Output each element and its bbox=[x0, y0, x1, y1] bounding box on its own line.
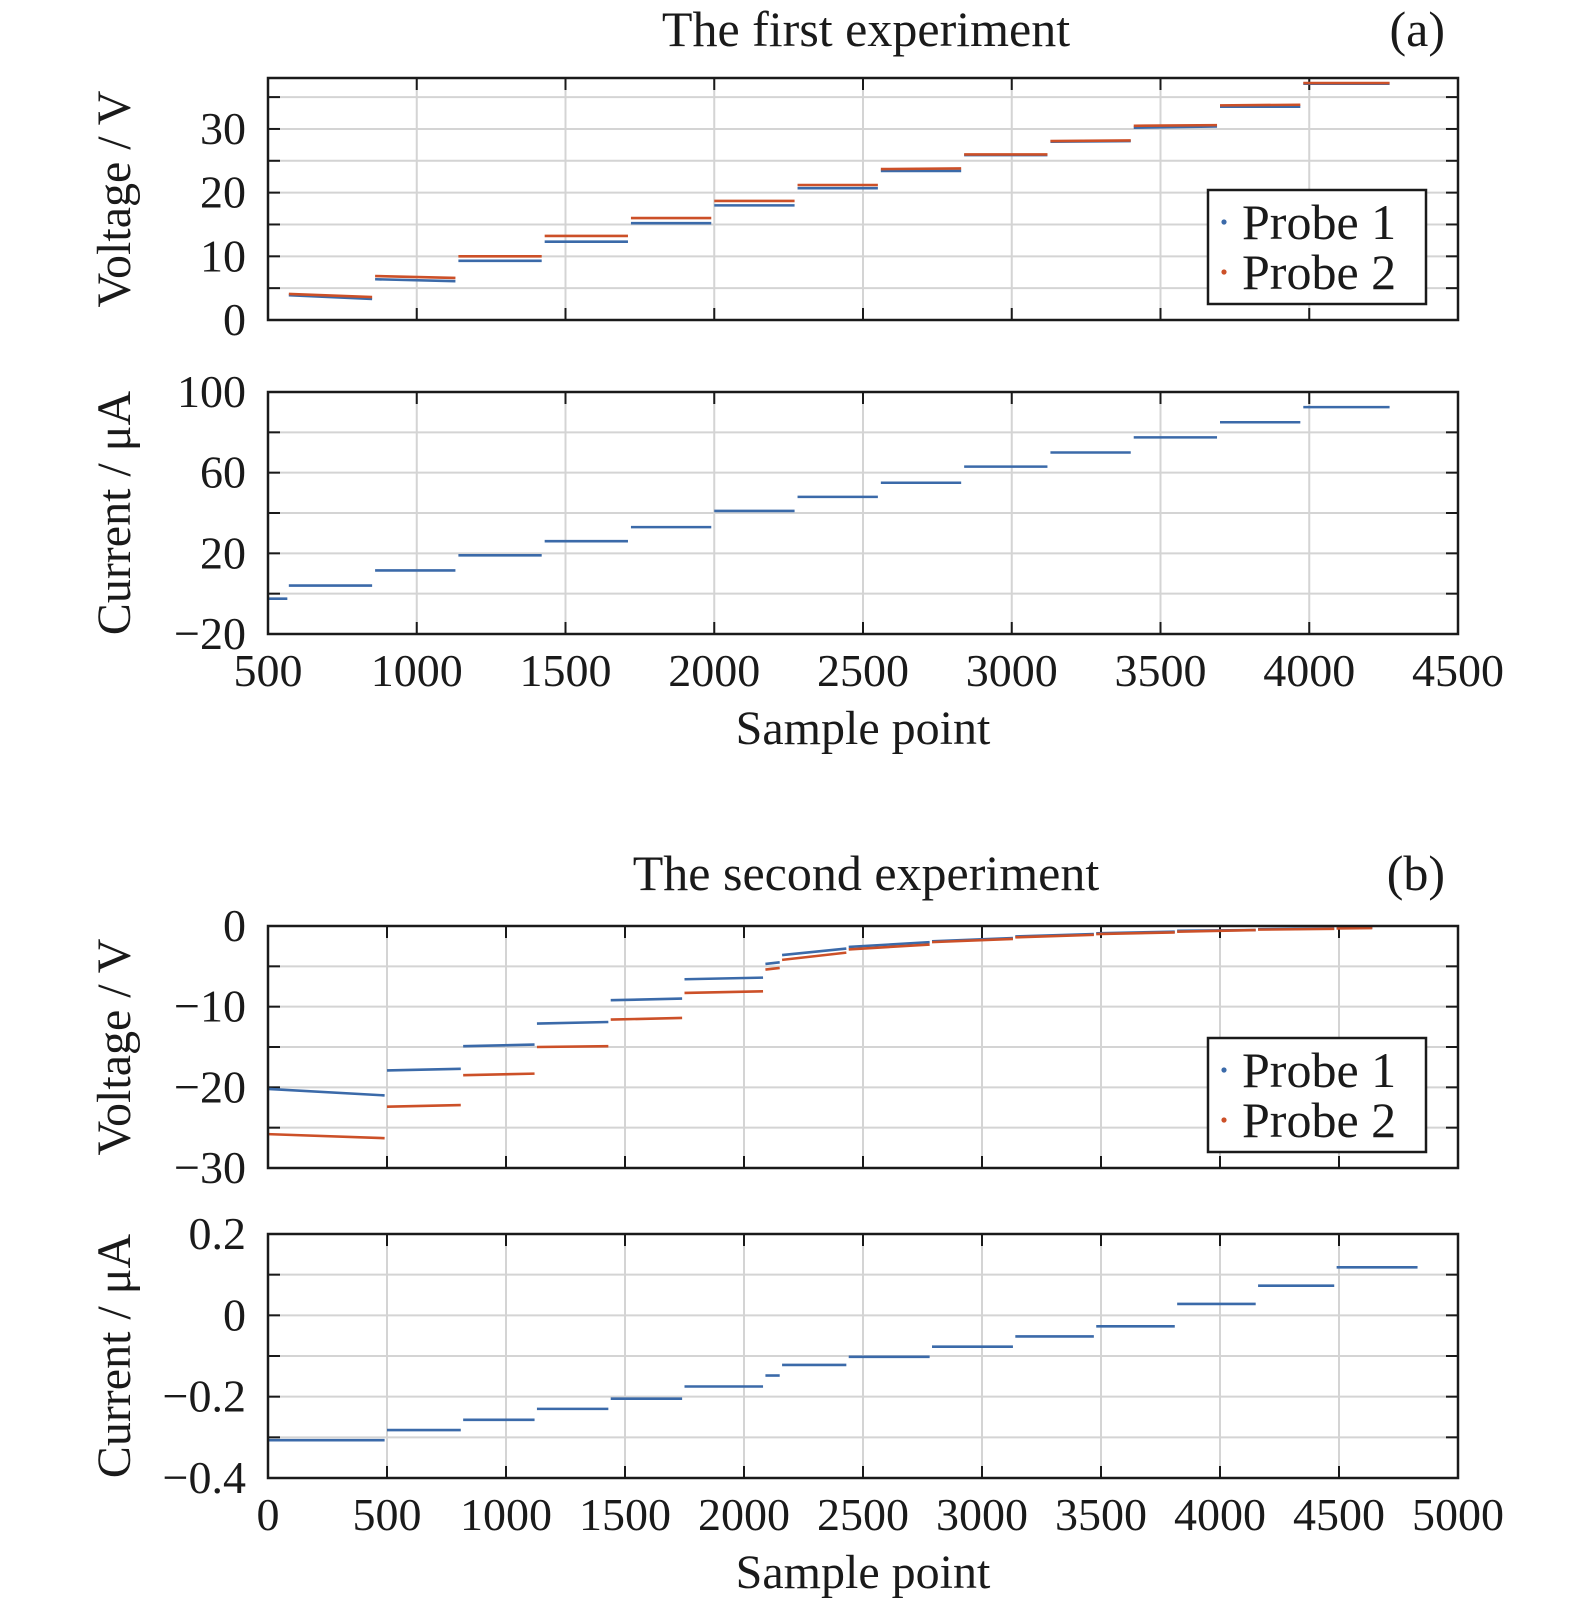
data-segment-probe-1 bbox=[288, 293, 373, 301]
y-tick-label: 10 bbox=[200, 230, 246, 281]
plot-b-current: −0.4 −0.2 0 0.2 0 500 1000 1500 2000 2500 3000 3500… bbox=[88, 1208, 1504, 1599]
x-tick-label: 3000 bbox=[966, 645, 1058, 696]
x-tick-label: 1500 bbox=[579, 1489, 671, 1540]
x-tick-label: 2500 bbox=[817, 1489, 909, 1540]
data-segment-probe-1 bbox=[536, 1020, 609, 1025]
x-tick-label: 1500 bbox=[520, 645, 612, 696]
x-tick-label: 3000 bbox=[936, 1489, 1028, 1540]
legend-label: Probe 1 bbox=[1242, 194, 1396, 250]
y-tick-label: −20 bbox=[174, 1061, 246, 1112]
x-axis-label: Sample point bbox=[736, 702, 991, 755]
x-axis-label: Sample point bbox=[736, 1546, 991, 1599]
panel-a-title: The first experiment bbox=[662, 1, 1070, 57]
data-segment-probe-1 bbox=[463, 1043, 535, 1048]
data-segment-probe-1 bbox=[765, 961, 780, 966]
y-tick-label: 0 bbox=[223, 294, 246, 345]
data-segment-probe-2 bbox=[1133, 123, 1218, 128]
x-tick-label: 5000 bbox=[1412, 1489, 1504, 1540]
y-axis-label: Voltage / V bbox=[88, 938, 141, 1155]
data-segment-probe-2 bbox=[536, 1044, 609, 1049]
y-tick-label: 20 bbox=[200, 167, 246, 218]
data-segment-probe-2 bbox=[848, 943, 930, 951]
panel-b: The second experiment (b) −30 −20 −10 0 Volt… bbox=[88, 845, 1504, 1599]
axes-frame bbox=[266, 924, 1460, 1170]
y-tick-label: 0.2 bbox=[189, 1208, 247, 1259]
x-tick-label: 4000 bbox=[1263, 645, 1355, 696]
x-tick-label: 3500 bbox=[1115, 645, 1207, 696]
data-segment-probe-2 bbox=[288, 292, 373, 299]
y-tick-label: −0.2 bbox=[163, 1371, 246, 1422]
legend-label: Probe 1 bbox=[1242, 1042, 1396, 1098]
panel-b-tag: (b) bbox=[1387, 845, 1445, 901]
data-segment-probe-2 bbox=[610, 1016, 683, 1021]
plot-a-current: −20 20 60 100 500 1000 1500 2000 2500 3000 3500 400… bbox=[88, 366, 1504, 755]
data-segment-probe-1 bbox=[386, 1067, 461, 1072]
data-segment-probe-1 bbox=[267, 1087, 385, 1097]
data-segment-probe-2 bbox=[375, 274, 456, 280]
data-segment-probe-1 bbox=[848, 940, 930, 949]
legend-label: Probe 2 bbox=[1242, 244, 1396, 300]
panel-a-tag: (a) bbox=[1390, 1, 1446, 57]
legend-marker-probe-2 bbox=[1221, 1117, 1227, 1123]
x-tick-label: 3500 bbox=[1055, 1489, 1147, 1540]
data-segment-probe-1 bbox=[684, 976, 764, 981]
axes-frame bbox=[266, 76, 1460, 322]
x-tick-label: 1000 bbox=[460, 1489, 552, 1540]
data-segment-probe-2 bbox=[1050, 139, 1131, 143]
x-tick-label: 500 bbox=[234, 645, 303, 696]
data-segment-probe-1 bbox=[375, 277, 456, 283]
y-tick-label: −30 bbox=[174, 1142, 246, 1193]
y-tick-label: 20 bbox=[200, 527, 246, 578]
panel-a: The first experiment (a) 0 10 20 30 Voltage … bbox=[88, 1, 1504, 755]
panel-b-title: The second experiment bbox=[633, 845, 1100, 901]
legend-marker-probe-1 bbox=[1221, 1067, 1227, 1073]
y-tick-label: 0 bbox=[223, 900, 246, 951]
y-axis-label: Voltage / V bbox=[88, 90, 141, 307]
y-tick-label: −20 bbox=[174, 608, 246, 659]
data-segment-probe-1 bbox=[781, 947, 847, 957]
data-segment-probe-2 bbox=[267, 1132, 385, 1140]
y-tick-label: −10 bbox=[174, 981, 246, 1032]
legend-box bbox=[1206, 188, 1428, 306]
data-segment-probe-2 bbox=[386, 1103, 461, 1108]
x-tick-label: 4500 bbox=[1293, 1489, 1385, 1540]
data-segment-probe-2 bbox=[1015, 933, 1094, 939]
data-segment-probe-2 bbox=[781, 951, 847, 962]
x-tick-label: 2500 bbox=[817, 645, 909, 696]
data-segment-probe-2 bbox=[931, 937, 1013, 944]
y-axis-label: Current / μA bbox=[88, 390, 141, 635]
y-tick-label: 0 bbox=[223, 1289, 246, 1340]
data-segment-probe-1 bbox=[610, 997, 683, 1002]
y-tick-label: 60 bbox=[200, 447, 246, 498]
data-segment-probe-2 bbox=[463, 1072, 535, 1077]
data-segment-probe-2 bbox=[1096, 931, 1175, 936]
x-tick-label: 500 bbox=[353, 1489, 422, 1540]
x-tick-label: 1000 bbox=[371, 645, 463, 696]
x-tick-label: 0 bbox=[257, 1489, 280, 1540]
data-segment-probe-2 bbox=[1177, 928, 1256, 933]
axes-frame bbox=[266, 390, 1460, 636]
data-segment-probe-2 bbox=[684, 990, 764, 995]
legend-marker-probe-1 bbox=[1221, 219, 1227, 225]
data-segment-probe-2 bbox=[1258, 927, 1335, 931]
data-segment-probe-2 bbox=[1219, 103, 1301, 107]
axes-frame bbox=[266, 1232, 1460, 1480]
data-segment-probe-2 bbox=[765, 966, 780, 971]
legend-label: Probe 2 bbox=[1242, 1092, 1396, 1148]
x-tick-label: 2000 bbox=[698, 1489, 790, 1540]
y-tick-label: −0.4 bbox=[163, 1452, 246, 1503]
legend-marker-probe-2 bbox=[1221, 269, 1227, 275]
x-tick-label: 4000 bbox=[1174, 1489, 1266, 1540]
y-tick-label: 100 bbox=[177, 366, 246, 417]
x-tick-label: 4500 bbox=[1412, 645, 1504, 696]
data-segment-probe-1 bbox=[1133, 125, 1218, 129]
y-tick-label: 30 bbox=[200, 103, 246, 154]
x-tick-label: 2000 bbox=[668, 645, 760, 696]
legend-box bbox=[1206, 1036, 1428, 1154]
data-segment-probe-2 bbox=[880, 167, 962, 171]
y-axis-label: Current / μA bbox=[88, 1233, 141, 1478]
